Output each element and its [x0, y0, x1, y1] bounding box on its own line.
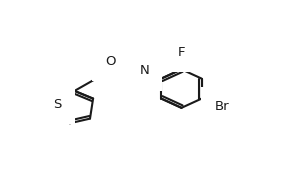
Text: H: H [133, 58, 143, 71]
Text: O: O [105, 55, 115, 68]
Text: Br: Br [214, 100, 229, 113]
Text: F: F [178, 46, 185, 59]
Text: N: N [139, 64, 149, 77]
Text: S: S [53, 98, 62, 111]
